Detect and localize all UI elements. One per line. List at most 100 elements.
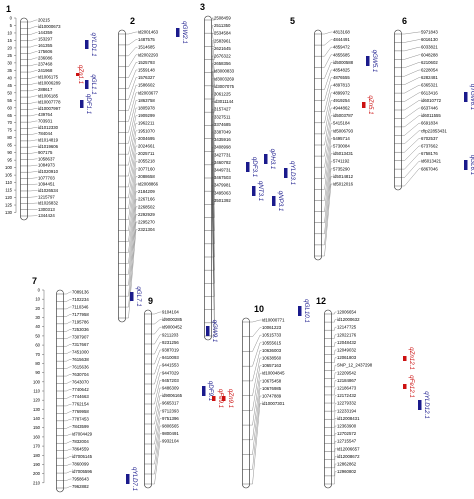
marker-label: 10638560 — [262, 356, 282, 361]
marker-label: 7843599 — [72, 424, 89, 429]
marker-label: 236086 — [38, 55, 53, 60]
qtl-bar — [298, 306, 302, 316]
axis-tick-label: 120 — [33, 398, 41, 403]
marker-label: 4944862 — [333, 106, 350, 111]
marker-label: 10676985 — [262, 386, 282, 391]
axis-tick-label: 200 — [33, 471, 41, 476]
marker-label: id1026534 — [38, 188, 59, 193]
qtl-label: qZn9.1 — [227, 389, 234, 408]
marker-label: id10007778 — [38, 100, 61, 105]
chromosome-number: 9 — [148, 296, 153, 306]
marker-label: 3501392 — [214, 198, 231, 203]
marker-label: 1576327 — [138, 75, 155, 80]
marker-label: id7004429 — [72, 432, 93, 437]
qtl-bar — [362, 102, 366, 108]
marker-label: 10061223 — [262, 325, 282, 330]
marker-label: 12147725 — [337, 325, 357, 330]
qtl-label: qGW9.1 — [211, 320, 218, 343]
marker-label: 5495714 — [333, 136, 350, 141]
marker-label: id3007075 — [214, 84, 235, 89]
marker-label: id3011144 — [214, 99, 234, 104]
marker-label: id12008431 — [337, 416, 360, 421]
axis-tick-label: 50 — [7, 90, 12, 95]
marker-label: 6737662 — [421, 144, 438, 149]
axis-tick-label: 35 — [7, 68, 12, 73]
axis-tick-label: 40 — [35, 324, 40, 329]
marker-label: 5415184 — [333, 121, 350, 126]
marker-label: 6758176 — [421, 151, 438, 156]
marker-label: id10007301 — [262, 401, 285, 406]
marker-label: 2508459 — [214, 16, 231, 21]
marker-label: 288617 — [38, 87, 53, 92]
qtl-label: qZn12.1 — [408, 347, 415, 370]
marker-label: 784044 — [38, 131, 53, 136]
axis-tick-label: 40 — [7, 75, 12, 80]
marker-label: 2658356 — [214, 61, 231, 66]
axis-tick-label: 115 — [5, 188, 12, 193]
axis-tick-label: 90 — [7, 150, 12, 155]
chromosome-5: 5 4813168 4844491 4859472 4855685 id5000588 48… — [290, 16, 378, 261]
marker-label: 7317667 — [72, 342, 89, 347]
marker-label: 7962882 — [72, 484, 89, 489]
marker-label: id1026832 — [38, 201, 59, 206]
axis-tick-label: 100 — [5, 165, 13, 170]
axis-tick-label: 170 — [33, 444, 41, 449]
marker-label: id1006185 — [38, 93, 59, 98]
marker-label: id10000771 — [262, 318, 285, 323]
marker-label: 7307907 — [72, 334, 89, 339]
marker-label: id6013421 — [421, 159, 442, 164]
qtl-label: qTGW6.1 — [469, 84, 474, 110]
axis-tick-label: 25 — [7, 53, 12, 58]
marker-label: id6010772 — [421, 98, 442, 103]
qtl-bar — [130, 292, 134, 301]
qtl-label: qDF3.1 — [251, 157, 258, 177]
axis-tick-label: 85 — [7, 143, 12, 148]
axis-tick-label: 95 — [7, 158, 12, 163]
qtl-bar — [126, 474, 130, 484]
qtl-label: qYLD12.1 — [423, 391, 430, 419]
marker-label: 2004695 — [138, 136, 155, 141]
marker-label: id5014812 — [333, 174, 354, 179]
marker-label: id10004845 — [262, 371, 285, 376]
chromosome-bar — [144, 309, 152, 489]
axis-tick-label: 110 — [33, 389, 40, 394]
axis-tick-label: 70 — [35, 352, 40, 357]
marker-label: id2003677 — [138, 90, 159, 95]
axis-tick-label: 130 — [5, 210, 13, 215]
qtl-bar — [222, 396, 226, 401]
marker-label: 6228054 — [421, 68, 438, 73]
chromosome-10: 10 id10000771 10061223 10515733 10555615 1063… — [242, 299, 310, 489]
qtl-bar — [176, 28, 180, 37]
marker-label: id1006175 — [38, 74, 59, 79]
marker-label: 1300313 — [38, 207, 55, 212]
axis-tick-label: 100 — [33, 379, 41, 384]
marker-label: 1951070 — [138, 128, 155, 133]
axis-tick-label: 70 — [7, 120, 12, 125]
axis-tick-label: 120 — [5, 195, 13, 200]
marker-label: 5971843 — [421, 30, 438, 35]
marker-label: id5006793 — [333, 128, 354, 133]
qtl-label: qDF9.1 — [207, 381, 214, 401]
marker-label: 7615638 — [72, 357, 89, 362]
marker-label: id9006165 — [162, 393, 183, 398]
cm-axis: 0 5 10 15 20 25 30 35 40 45 50 55 60 65 70 75 80 85 90 95 10… — [5, 16, 17, 215]
marker-label: 7762154 — [72, 402, 89, 407]
marker-label: 12279332 — [337, 401, 357, 406]
qtl-label: qGL6.1 — [469, 155, 474, 175]
marker-label: 7177958 — [72, 312, 89, 317]
axis-tick-label: 30 — [7, 60, 12, 65]
axis-tick-label: 130 — [33, 407, 41, 412]
marker-label: 2268502 — [138, 204, 155, 209]
axis-tick-label: 20 — [7, 45, 12, 50]
marker-label: 9665317 — [162, 401, 179, 406]
marker-label: 9800491 — [162, 431, 179, 436]
marker-label: 3157427 — [214, 107, 231, 112]
marker-label: 439764 — [38, 112, 53, 117]
marker-label: 10636003 — [262, 348, 282, 353]
qtl-bar — [246, 162, 250, 172]
axis-tick-label: 50 — [35, 333, 40, 338]
marker-label: 2676322 — [214, 54, 231, 59]
marker-label: 10747889 — [262, 394, 282, 399]
